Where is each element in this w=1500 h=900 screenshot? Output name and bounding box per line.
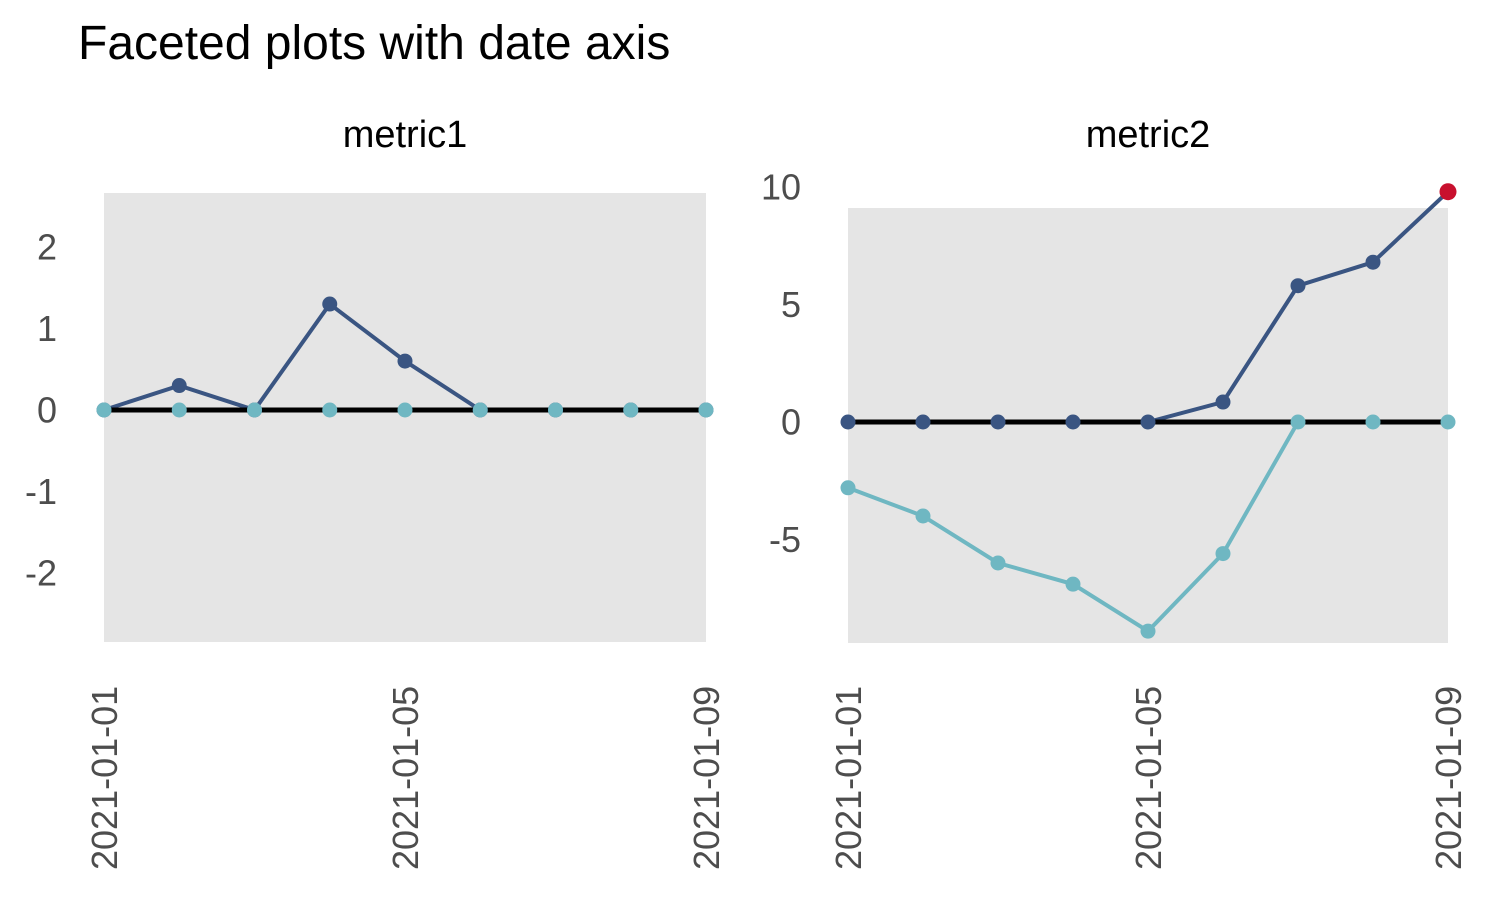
data-point-positive (1065, 414, 1081, 430)
data-point-positive (915, 414, 931, 430)
data-point-positive (1215, 394, 1231, 410)
x-tick-label: 2021-01-01 (84, 686, 125, 870)
data-point-negative (548, 402, 563, 418)
data-point-positive (1140, 414, 1156, 430)
data-point-negative (171, 402, 187, 418)
data-point-negative (915, 508, 931, 524)
chart-title: Faceted plots with date axis (78, 17, 671, 70)
data-point-negative (1140, 623, 1156, 639)
data-point-negative (1065, 576, 1081, 592)
highlight-point (1439, 183, 1457, 201)
y-tick-label: 2 (37, 227, 57, 268)
y-tick-label: 5 (781, 284, 801, 325)
data-point-negative (96, 402, 112, 418)
data-point-positive (1290, 278, 1306, 294)
data-point-positive (840, 414, 856, 430)
data-point-positive (322, 296, 338, 312)
data-point-positive (990, 414, 1006, 430)
y-tick-label: -1 (25, 471, 57, 512)
data-point-negative (1215, 546, 1231, 562)
x-tick-label: 2021-01-05 (1128, 686, 1169, 870)
y-tick-label: 10 (761, 167, 801, 208)
x-tick-label: 2021-01-01 (828, 686, 869, 870)
y-tick-label: 0 (781, 402, 801, 443)
data-point-positive (1365, 254, 1381, 270)
data-point-negative (397, 402, 413, 418)
y-tick-label: 1 (37, 308, 57, 349)
facet-label-metric2: metric2 (1085, 114, 1211, 156)
data-point-negative (1290, 414, 1306, 430)
data-point-positive (171, 378, 187, 394)
facet-label-metric1: metric1 (342, 114, 468, 156)
data-point-positive (397, 353, 413, 369)
x-tick-label: 2021-01-05 (385, 686, 426, 870)
data-point-negative (990, 555, 1006, 571)
y-tick-label: -2 (25, 553, 57, 594)
data-point-negative (623, 402, 639, 418)
data-point-negative (1365, 414, 1381, 430)
y-tick-label: -5 (769, 519, 801, 560)
data-point-negative (247, 402, 262, 418)
y-tick-label: 0 (37, 390, 57, 431)
data-point-negative (840, 480, 856, 496)
x-tick-label: 2021-01-09 (1428, 686, 1469, 870)
data-point-negative (472, 402, 488, 418)
data-point-negative (1440, 414, 1456, 430)
data-point-negative (698, 402, 714, 418)
data-point-negative (322, 402, 338, 418)
x-tick-label: 2021-01-09 (686, 686, 727, 870)
